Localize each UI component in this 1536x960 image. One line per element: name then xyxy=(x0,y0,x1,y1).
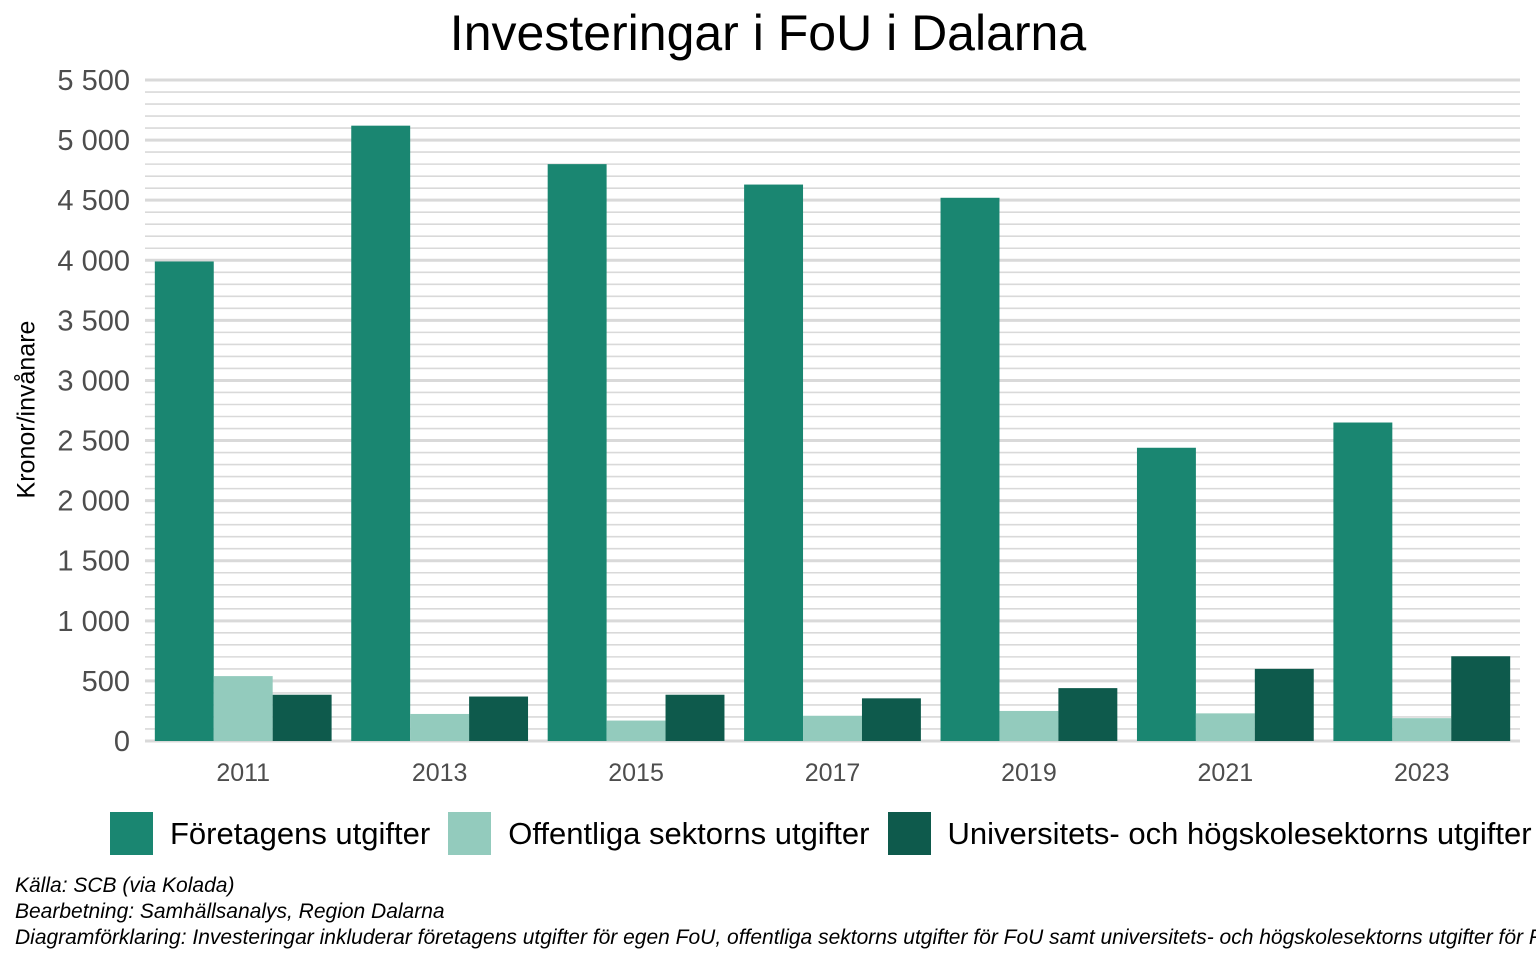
y-tick-label: 0 xyxy=(114,726,130,758)
x-tick-label: 2023 xyxy=(1394,759,1450,787)
legend-label: Offentliga sektorns utgifter xyxy=(508,815,870,851)
x-tick-label: 2021 xyxy=(1198,759,1254,787)
y-tick-label: 1 000 xyxy=(57,606,130,638)
x-tick-label: 2019 xyxy=(1001,759,1057,787)
bar xyxy=(1136,447,1196,741)
x-tick-label: 2017 xyxy=(805,759,861,787)
bar xyxy=(272,694,332,741)
bar xyxy=(1058,688,1118,741)
y-tick-label: 4 000 xyxy=(57,245,130,277)
legend-swatch xyxy=(110,812,153,855)
y-tick-label: 4 500 xyxy=(57,185,130,217)
y-tick-label: 500 xyxy=(82,666,130,698)
legend-item: Offentliga sektorns utgifter xyxy=(448,812,870,855)
bar xyxy=(1195,713,1255,741)
caption-source: Källa: SCB (via Kolada) xyxy=(15,874,235,897)
bar xyxy=(744,184,804,742)
bar xyxy=(1333,422,1393,741)
bar xyxy=(213,676,273,741)
bar xyxy=(803,715,862,741)
bar xyxy=(351,125,411,742)
bar xyxy=(999,710,1059,741)
bar xyxy=(606,720,666,741)
y-tick-label: 2 000 xyxy=(57,486,130,518)
bar xyxy=(1392,718,1452,741)
y-tick-label: 3 000 xyxy=(57,365,130,397)
legend-swatch xyxy=(887,812,931,855)
legend-item: Företagens utgifter xyxy=(110,812,430,855)
legend-label: Företagens utgifter xyxy=(170,815,431,851)
y-tick-label: 3 500 xyxy=(57,305,130,337)
x-tick-label: 2011 xyxy=(216,759,270,787)
legend: Företagens utgifter Offentliga sektorns u… xyxy=(110,812,1536,856)
legend-swatch xyxy=(448,812,492,855)
y-tick-label: 1 500 xyxy=(57,546,130,578)
y-tick-label: 2 500 xyxy=(57,426,130,458)
bar xyxy=(547,164,607,742)
x-tick-label: 2013 xyxy=(412,759,468,787)
plot-area: 0 500 1 000 1 500 2 000 2 500 3 000 3 500 4 000 4… xyxy=(57,65,1520,787)
bar xyxy=(1451,656,1511,741)
chart-title: Investeringar i FoU i Dalarna xyxy=(449,5,1087,61)
bar xyxy=(154,261,214,741)
y-tick-label: 5 000 xyxy=(57,125,130,157)
legend-item: Universitets- och högskolesektorns utgif… xyxy=(887,812,1532,855)
bar xyxy=(665,694,725,741)
bar xyxy=(940,197,1000,741)
y-tick-label: 5 500 xyxy=(57,65,130,97)
bar xyxy=(469,696,529,741)
bar xyxy=(410,713,470,741)
bar xyxy=(861,698,921,741)
caption-explanation: Diagramförklaring: Investeringar inklude… xyxy=(15,926,1536,949)
x-tick-label: 2015 xyxy=(608,759,664,787)
legend-label: Universitets- och högskolesektorns utgif… xyxy=(947,815,1532,851)
bar xyxy=(1254,668,1314,741)
caption-processing: Bearbetning: Samhällsanalys, Region Dala… xyxy=(15,900,445,923)
